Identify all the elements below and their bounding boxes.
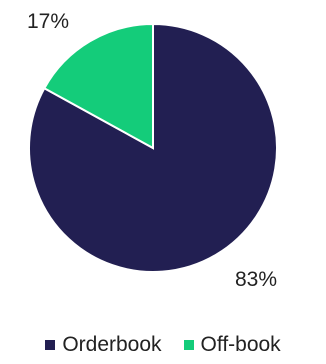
legend-label-off-book: Off-book: [201, 333, 281, 357]
slice-label-orderbook: 83%: [235, 268, 277, 291]
legend-item-off-book: Off-book: [184, 333, 281, 357]
legend-item-orderbook: Orderbook: [45, 333, 161, 357]
legend-swatch-off-book: [184, 340, 194, 350]
legend-label-orderbook: Orderbook: [62, 333, 161, 357]
legend: Orderbook Off-book: [0, 330, 326, 360]
legend-swatch-orderbook: [45, 340, 55, 350]
slice-label-off-book: 17%: [27, 10, 69, 33]
pie-slices: [29, 24, 277, 272]
